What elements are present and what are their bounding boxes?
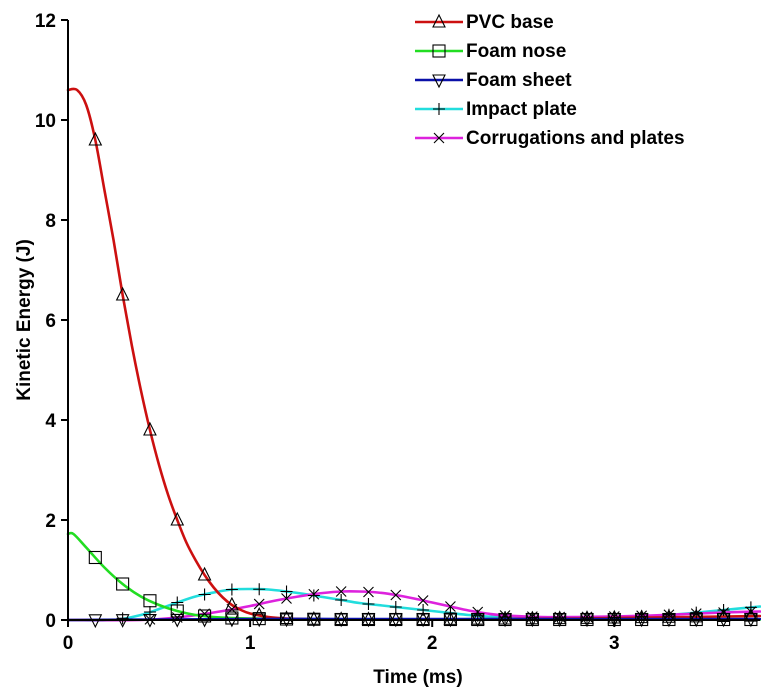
y-tick-label: 10 [35, 111, 56, 132]
data-point-impact-plate [717, 604, 730, 616]
x-tick-label: 0 [63, 633, 74, 654]
data-point-pvc-base [470, 610, 485, 625]
x-tick-label: 3 [609, 633, 620, 654]
plot-area [66, 87, 761, 629]
data-point-corrugations-and-plates [390, 589, 402, 601]
data-point-foam-nose [252, 612, 266, 626]
data-point-corrugations-and-plates [445, 601, 456, 612]
data-point-corrugations-and-plates [499, 610, 511, 621]
x-axis-title: Time (ms) [373, 667, 462, 688]
data-point-corrugations-and-plates [281, 593, 292, 604]
series-line-pvc-base [66, 87, 761, 621]
legend-marker-foam-sheet [432, 74, 446, 89]
data-point-corrugations-and-plates [745, 606, 757, 618]
y-tick-label: 12 [35, 11, 56, 32]
data-point-foam-nose [88, 550, 102, 565]
data-point-corrugations-and-plates [363, 586, 374, 598]
y-tick-label: 2 [45, 511, 56, 532]
data-point-corrugations-and-plates [663, 609, 675, 621]
data-point-foam-nose [198, 609, 212, 623]
data-point-impact-plate [389, 601, 402, 613]
data-point-pvc-base [361, 611, 376, 626]
data-point-corrugations-and-plates [308, 588, 320, 600]
data-point-impact-plate [526, 611, 539, 624]
data-point-pvc-base [143, 421, 157, 436]
data-point-corrugations-and-plates [472, 606, 484, 618]
legend-label-impact-plate: Impact plate [466, 99, 577, 120]
data-point-foam-nose [225, 611, 239, 625]
data-point-impact-plate [362, 598, 375, 610]
legend-label-foam-sheet: Foam sheet [466, 70, 572, 91]
legend-label-foam-nose: Foam nose [466, 41, 566, 62]
data-point-impact-plate [307, 589, 320, 602]
data-point-impact-plate [198, 588, 211, 601]
data-point-pvc-base [88, 131, 103, 146]
data-point-impact-plate [116, 612, 129, 625]
data-point-pvc-base [279, 610, 294, 625]
y-axis-title: Kinetic Energy (J) [14, 239, 35, 401]
data-point-corrugations-and-plates [253, 598, 265, 610]
data-point-impact-plate [444, 607, 457, 619]
y-tick-label: 6 [45, 311, 56, 332]
legend-marker-corrugations-and-plates [433, 132, 445, 144]
y-tick-label: 4 [45, 411, 56, 432]
data-point-pvc-base [334, 611, 349, 626]
data-point-impact-plate [417, 604, 430, 616]
data-point-impact-plate [280, 585, 293, 598]
series-layer [66, 87, 761, 622]
data-point-pvc-base [197, 566, 212, 581]
y-tick-label: 0 [45, 611, 56, 632]
data-point-corrugations-and-plates [226, 603, 238, 615]
data-point-corrugations-and-plates [718, 607, 729, 618]
data-point-impact-plate [253, 583, 266, 596]
legend-marker-impact-plate [433, 103, 445, 115]
y-ticks: 0 2 4 6 8 10 12 [35, 11, 68, 632]
data-point-corrugations-and-plates [199, 608, 210, 620]
data-point-pvc-base [662, 609, 676, 623]
data-point-pvc-base [416, 611, 430, 626]
data-point-pvc-base [306, 611, 321, 625]
data-point-foam-nose [116, 577, 130, 591]
data-point-impact-plate [171, 596, 184, 609]
x-tick-label: 1 [245, 633, 256, 654]
x-ticks: 0 1 2 3 [63, 620, 620, 654]
data-point-impact-plate [581, 611, 593, 624]
data-point-pvc-base [170, 511, 185, 526]
legend-label-pvc-base: PVC base [466, 12, 554, 33]
y-tick-label: 8 [45, 211, 56, 232]
legend-label-corrugations-and-plates: Corrugations and plates [466, 128, 685, 149]
data-point-pvc-base [388, 611, 403, 626]
x-tick-label: 2 [427, 633, 438, 654]
series-line-corrugations-and-plates [66, 590, 761, 622]
data-point-corrugations-and-plates [690, 608, 702, 620]
legend: PVC base Foam nose Foam sheet Impact plate C… [415, 12, 685, 149]
data-point-corrugations-and-plates [417, 595, 429, 606]
data-point-corrugations-and-plates [335, 586, 347, 597]
data-point-impact-plate [553, 611, 566, 624]
data-point-pvc-base [115, 286, 130, 301]
legend-marker-pvc-base [432, 13, 446, 28]
data-point-impact-plate [690, 606, 703, 619]
data-point-impact-plate [335, 594, 348, 606]
marker-layer [88, 131, 758, 629]
legend-marker-foam-nose [432, 44, 446, 58]
data-point-impact-plate [143, 606, 156, 618]
data-point-pvc-base [443, 611, 458, 625]
data-point-impact-plate [225, 583, 238, 596]
